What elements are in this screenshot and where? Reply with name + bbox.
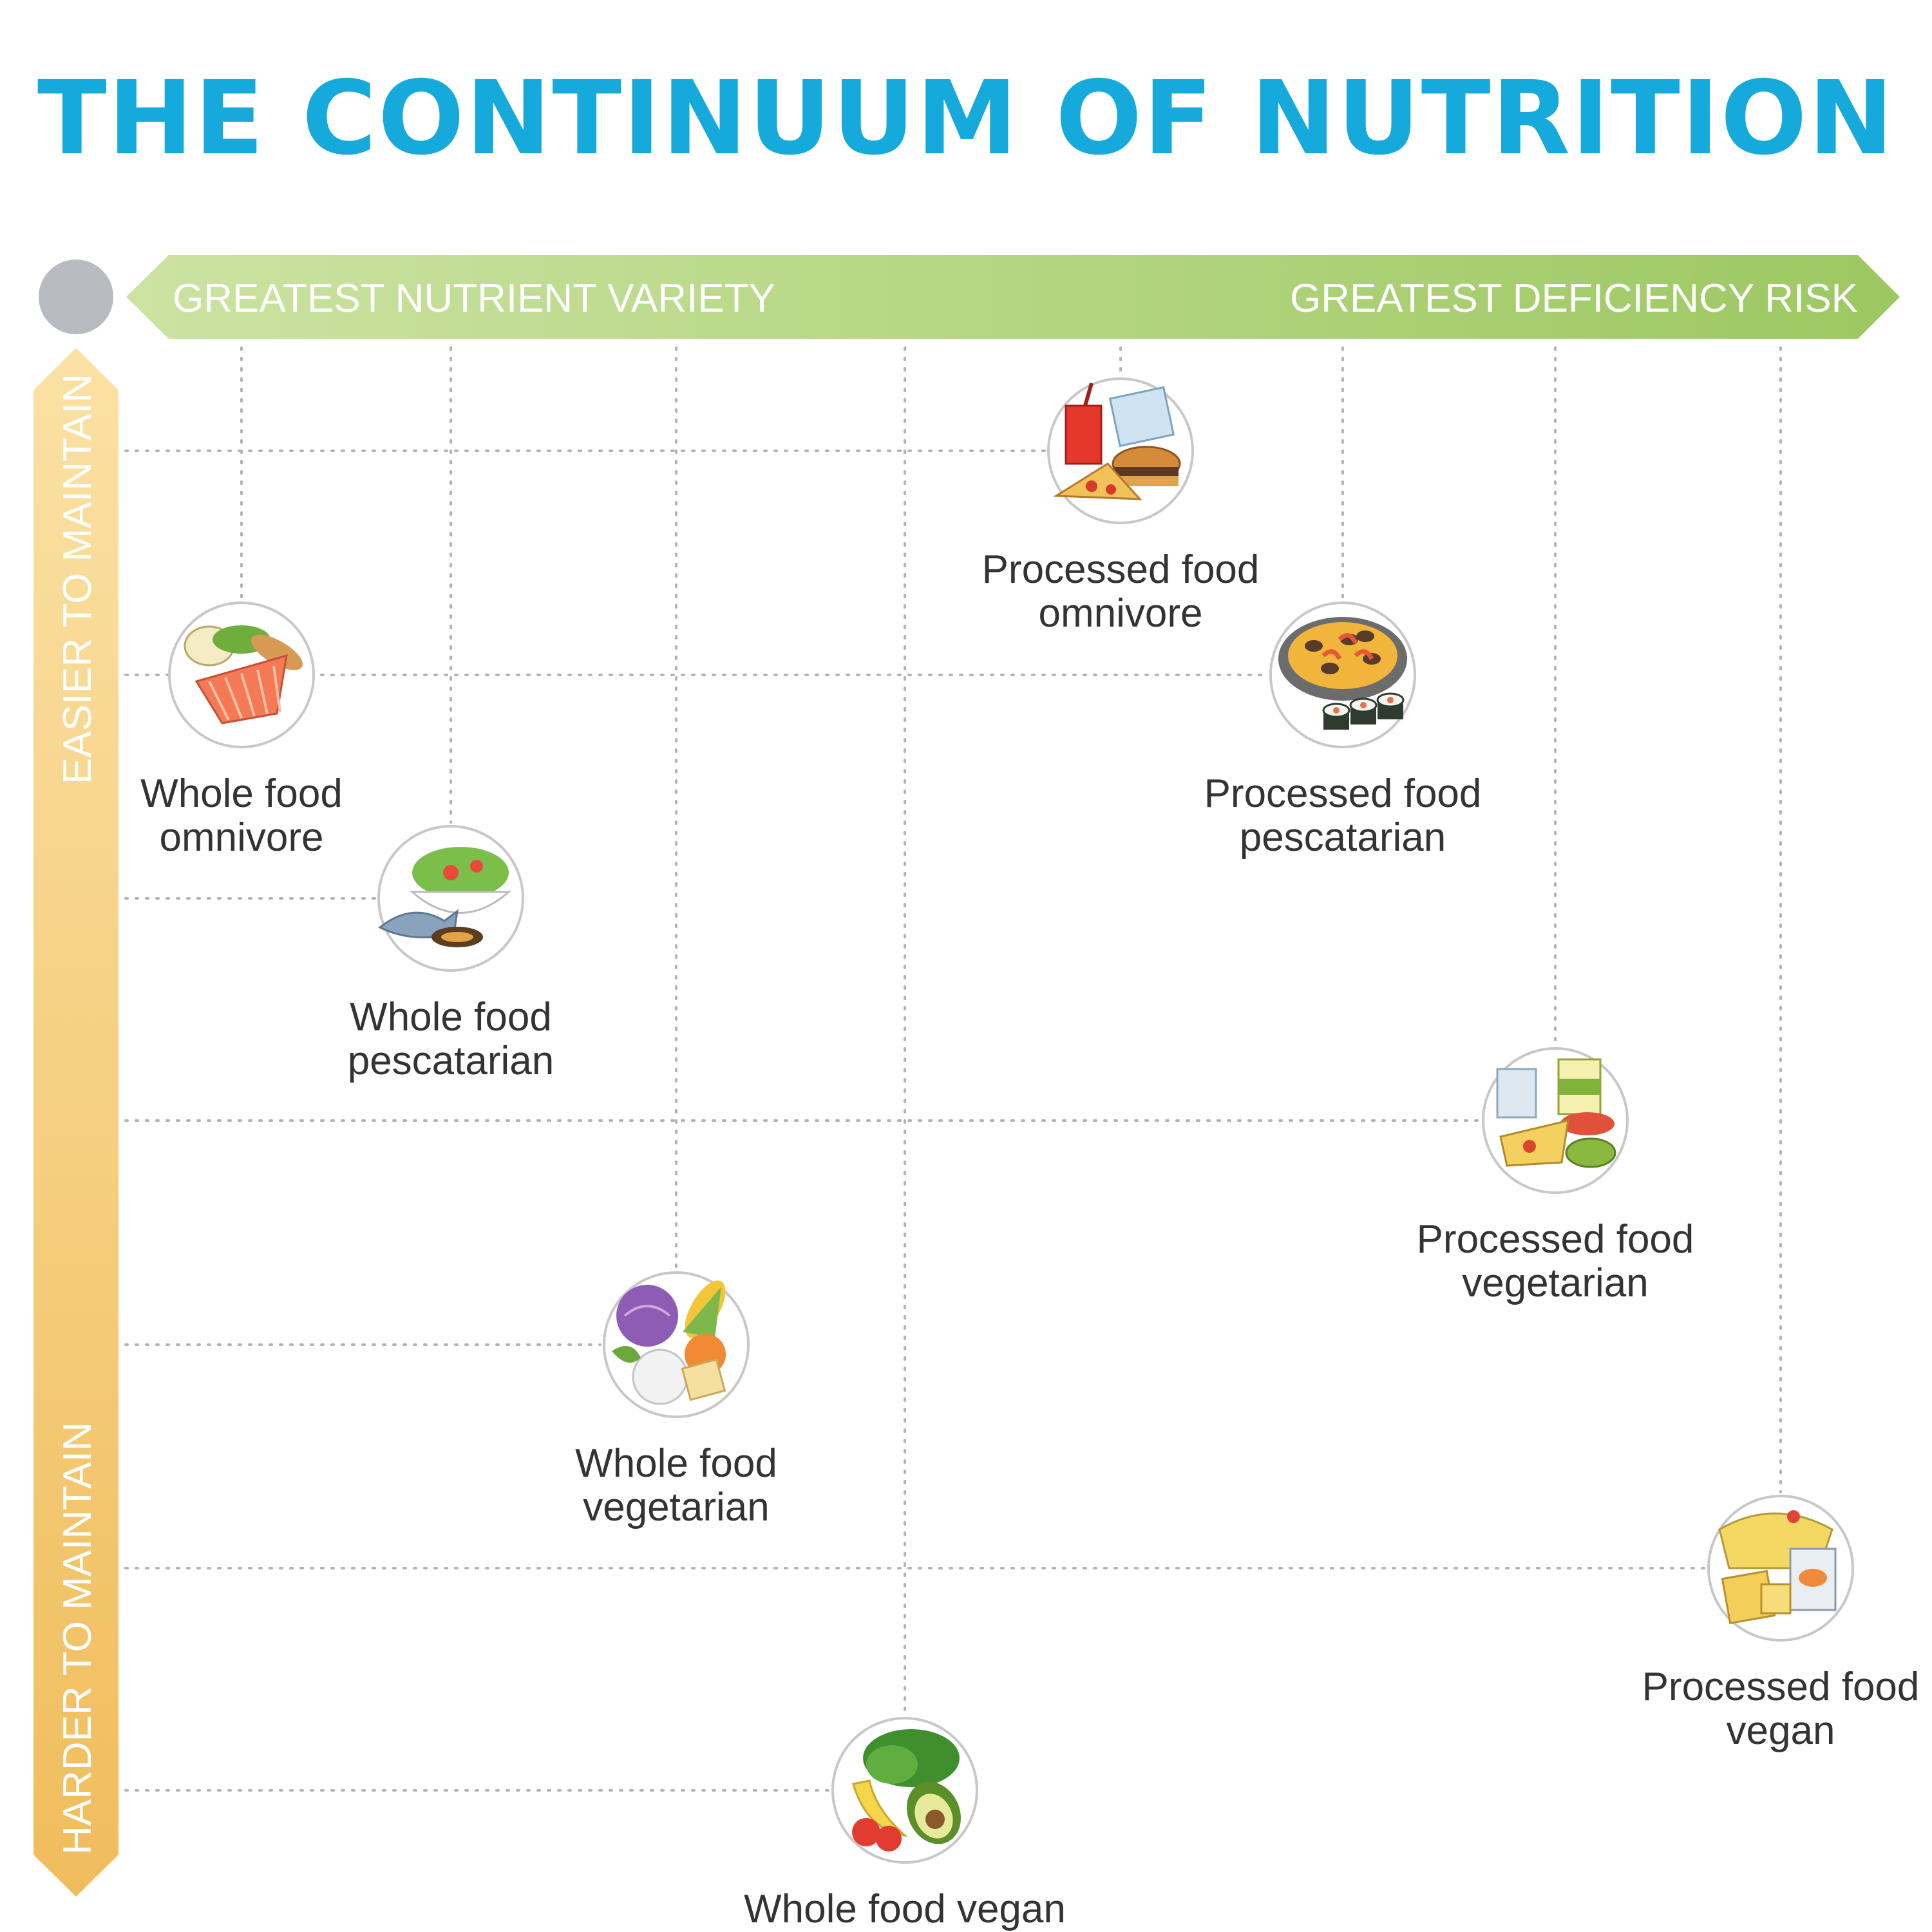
diet-label: vegan [1727, 1709, 1835, 1753]
fruit-vegetable-icon [831, 1717, 978, 1864]
diet-label: pescatarian [1240, 815, 1446, 860]
diet-label: Processed food [1642, 1665, 1920, 1709]
diet-label: Whole food [575, 1441, 777, 1486]
horizontal-axis-arrow [126, 255, 1900, 339]
paella-sushi-icon [1269, 601, 1416, 748]
diet-label: Whole food vegan [744, 1887, 1066, 1931]
axis-label-nutrient-variety: GREATEST NUTRIENT VARIETY [173, 276, 775, 321]
axis-label-harder: HARDER TO MAINTAIN [55, 1422, 100, 1855]
vertical-axis-arrow [33, 348, 118, 1897]
fast-food-icon [1047, 377, 1194, 524]
diet-label: vegetarian [1462, 1261, 1649, 1305]
diet-label: vegetarian [583, 1485, 770, 1530]
prepared-meal-icon [1482, 1047, 1629, 1194]
diet-label: omnivore [160, 815, 324, 860]
grid-lines [124, 346, 1782, 1792]
diet-node: Whole food vegan [744, 1717, 1066, 1931]
axis-label-easier: EASIER TO MAINTAIN [55, 374, 100, 784]
diet-label: Processed food [1204, 772, 1482, 816]
diet-label: omnivore [1039, 591, 1203, 636]
diet-label: Whole food [140, 772, 343, 816]
diet-label: Whole food [350, 995, 552, 1039]
salmon-salad-icon [168, 601, 315, 748]
corner-dot [39, 260, 113, 334]
diet-label: pescatarian [348, 1039, 554, 1083]
vegetables-icon [603, 1271, 750, 1418]
diet-label: Processed food [1417, 1217, 1694, 1262]
axis-label-deficiency-risk: GREATEST DEFICIENCY RISK [1290, 276, 1858, 321]
diet-label: Processed food [982, 547, 1260, 592]
page-title: THE CONTINUUM OF NUTRITION [37, 59, 1895, 178]
fish-salad-icon [377, 825, 524, 972]
packaged-vegan-icon [1707, 1495, 1854, 1642]
